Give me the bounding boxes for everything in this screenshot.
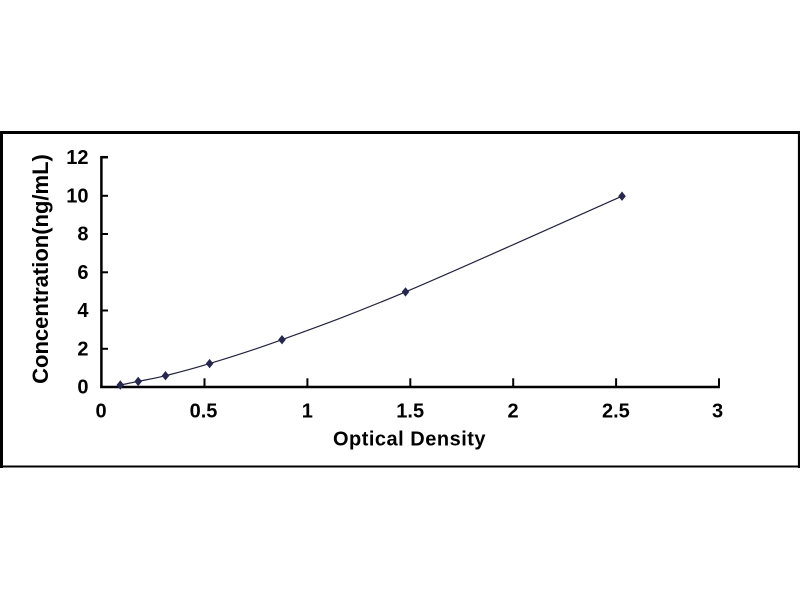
svg-text:Concentration(ng/mL): Concentration(ng/mL) [28, 154, 53, 384]
svg-text:3: 3 [712, 401, 723, 423]
svg-text:2.5: 2.5 [602, 401, 630, 423]
svg-text:1.5: 1.5 [396, 401, 424, 423]
svg-text:2: 2 [508, 401, 519, 423]
svg-text:1: 1 [302, 401, 313, 423]
svg-text:0: 0 [95, 401, 106, 423]
svg-text:4: 4 [77, 300, 89, 322]
svg-text:2: 2 [77, 338, 88, 360]
svg-text:6: 6 [77, 262, 88, 284]
svg-text:8: 8 [77, 224, 88, 246]
svg-text:10: 10 [66, 185, 88, 207]
svg-text:Optical Density: Optical Density [333, 429, 486, 451]
svg-text:0: 0 [77, 377, 88, 399]
svg-text:0.5: 0.5 [190, 401, 218, 423]
svg-text:12: 12 [66, 147, 88, 169]
